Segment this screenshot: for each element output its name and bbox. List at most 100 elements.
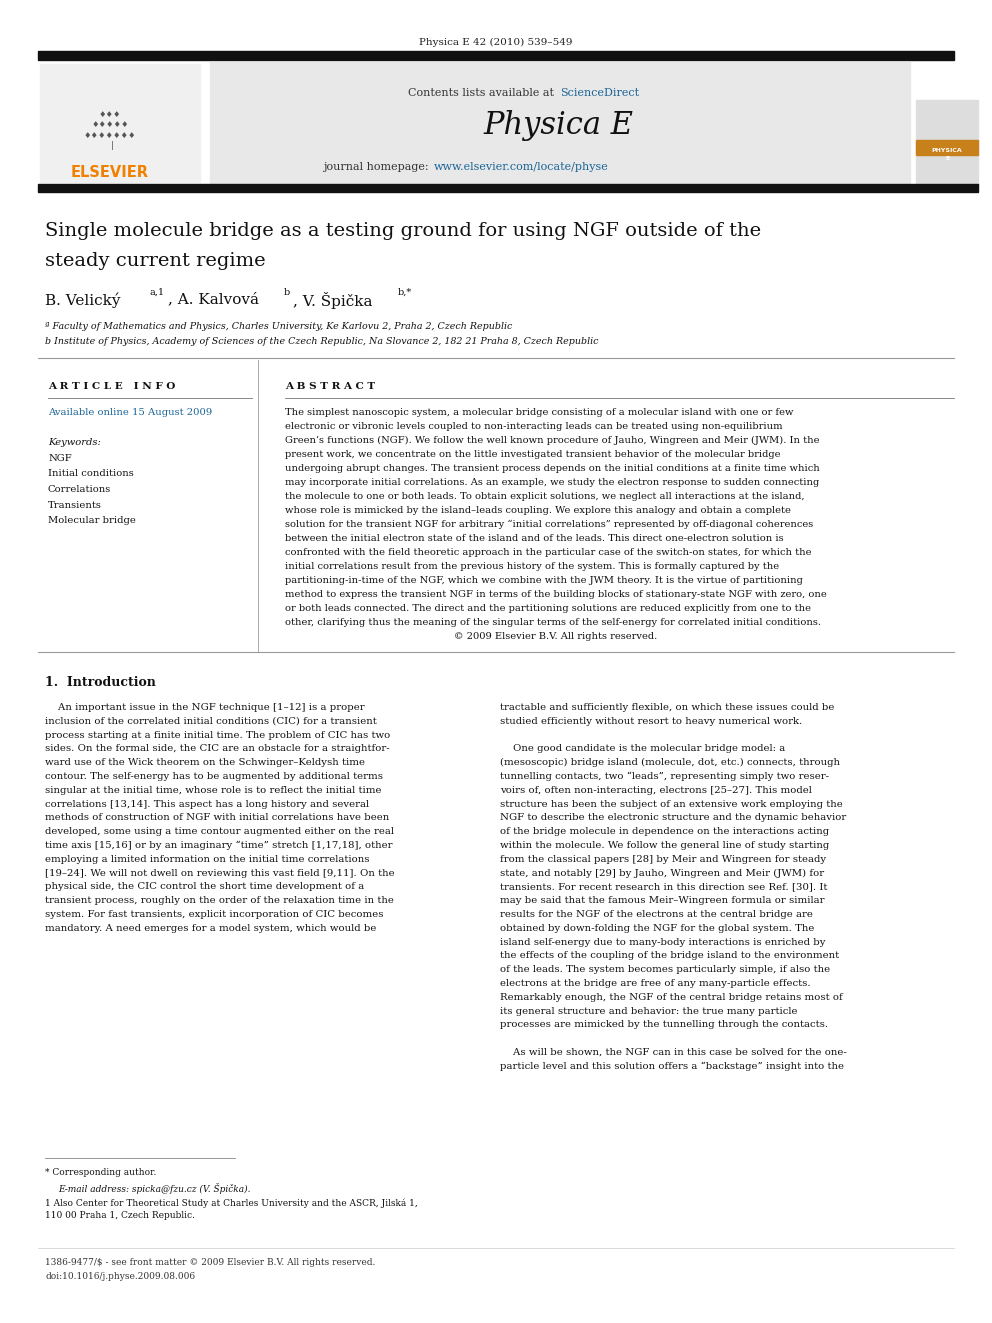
Bar: [210, 62, 910, 187]
Text: E-mail address: spicka@fzu.cz (V. Špička).: E-mail address: spicka@fzu.cz (V. Špička…: [58, 1183, 251, 1193]
Text: NGF to describe the electronic structure and the dynamic behavior: NGF to describe the electronic structure…: [500, 814, 846, 823]
Text: employing a limited information on the initial time correlations: employing a limited information on the i…: [45, 855, 369, 864]
Text: methods of construction of NGF with initial correlations have been: methods of construction of NGF with init…: [45, 814, 389, 823]
Text: 1386-9477/$ - see front matter © 2009 Elsevier B.V. All rights reserved.: 1386-9477/$ - see front matter © 2009 El…: [45, 1258, 375, 1267]
Text: 1.  Introduction: 1. Introduction: [45, 676, 156, 689]
Text: partitioning-in-time of the NGF, which we combine with the JWM theory. It is the: partitioning-in-time of the NGF, which w…: [285, 576, 803, 585]
Text: 110 00 Praha 1, Czech Republic.: 110 00 Praha 1, Czech Republic.: [45, 1211, 195, 1220]
Bar: [916, 140, 978, 155]
Text: ♦♦♦
♦♦♦♦♦
♦♦♦♦♦♦♦
  |: ♦♦♦ ♦♦♦♦♦ ♦♦♦♦♦♦♦ |: [83, 110, 136, 149]
Text: www.elsevier.com/locate/physe: www.elsevier.com/locate/physe: [434, 161, 609, 172]
Text: Remarkably enough, the NGF of the central bridge retains most of: Remarkably enough, the NGF of the centra…: [500, 992, 843, 1002]
Text: A R T I C L E   I N F O: A R T I C L E I N F O: [48, 382, 176, 392]
Text: b,*: b,*: [398, 288, 413, 296]
Bar: [916, 101, 978, 187]
Text: state, and notably [29] by Jauho, Wingreen and Meir (JWM) for: state, and notably [29] by Jauho, Wingre…: [500, 869, 824, 877]
Text: Keywords:: Keywords:: [48, 438, 101, 447]
Text: A B S T R A C T: A B S T R A C T: [285, 382, 375, 392]
Text: Physica E: Physica E: [483, 110, 633, 142]
Text: processes are mimicked by the tunnelling through the contacts.: processes are mimicked by the tunnelling…: [500, 1020, 828, 1029]
Text: Correlations: Correlations: [48, 486, 111, 493]
Text: ward use of the Wick theorem on the Schwinger–Keldysh time: ward use of the Wick theorem on the Schw…: [45, 758, 365, 767]
Text: between the initial electron state of the island and of the leads. This direct o: between the initial electron state of th…: [285, 534, 784, 542]
Text: electrons at the bridge are free of any many-particle effects.: electrons at the bridge are free of any …: [500, 979, 810, 988]
Text: ScienceDirect: ScienceDirect: [560, 89, 639, 98]
Text: journal homepage:: journal homepage:: [322, 161, 432, 172]
Text: its general structure and behavior: the true many particle: its general structure and behavior: the …: [500, 1007, 798, 1016]
Text: solution for the transient NGF for arbitrary “initial correlations” represented : solution for the transient NGF for arbit…: [285, 520, 813, 529]
Text: system. For fast transients, explicit incorporation of CIC becomes: system. For fast transients, explicit in…: [45, 910, 384, 919]
Text: Transients: Transients: [48, 500, 102, 509]
Text: inclusion of the correlated initial conditions (CIC) for a transient: inclusion of the correlated initial cond…: [45, 717, 377, 726]
Bar: [38, 52, 954, 60]
Text: B. Velický: B. Velický: [45, 292, 120, 307]
Text: transient process, roughly on the order of the relaxation time in the: transient process, roughly on the order …: [45, 896, 394, 905]
Text: 1 Also Center for Theoretical Study at Charles University and the ASCR, Jilská 1: 1 Also Center for Theoretical Study at C…: [45, 1199, 418, 1208]
Text: NGF: NGF: [48, 454, 71, 463]
Text: present work, we concentrate on the little investigated transient behavior of th: present work, we concentrate on the litt…: [285, 450, 781, 459]
Text: Physica E 42 (2010) 539–549: Physica E 42 (2010) 539–549: [420, 38, 572, 48]
Text: the effects of the coupling of the bridge island to the environment: the effects of the coupling of the bridg…: [500, 951, 839, 960]
Text: singular at the initial time, whose role is to reflect the initial time: singular at the initial time, whose role…: [45, 786, 382, 795]
Text: particle level and this solution offers a “backstage” insight into the: particle level and this solution offers …: [500, 1062, 844, 1072]
Bar: [40, 64, 200, 183]
Text: tunnelling contacts, two “leads”, representing simply two reser-: tunnelling contacts, two “leads”, repres…: [500, 773, 829, 782]
Text: © 2009 Elsevier B.V. All rights reserved.: © 2009 Elsevier B.V. All rights reserved…: [285, 632, 658, 642]
Text: Molecular bridge: Molecular bridge: [48, 516, 136, 525]
Text: , A. Kalvová: , A. Kalvová: [168, 292, 259, 306]
Text: electronic or vibronic levels coupled to non-interacting leads can be treated us: electronic or vibronic levels coupled to…: [285, 422, 783, 431]
Text: or both leads connected. The direct and the partitioning solutions are reduced e: or both leads connected. The direct and …: [285, 605, 811, 613]
Text: structure has been the subject of an extensive work employing the: structure has been the subject of an ext…: [500, 799, 843, 808]
Text: ª Faculty of Mathematics and Physics, Charles University, Ke Karlovu 2, Praha 2,: ª Faculty of Mathematics and Physics, Ch…: [45, 321, 513, 331]
Text: [19–24]. We will not dwell on reviewing this vast field [9,11]. On the: [19–24]. We will not dwell on reviewing …: [45, 869, 395, 877]
Text: Green’s functions (NGF). We follow the well known procedure of Jauho, Wingreen a: Green’s functions (NGF). We follow the w…: [285, 437, 819, 445]
Text: results for the NGF of the electrons at the central bridge are: results for the NGF of the electrons at …: [500, 910, 812, 919]
Text: (mesoscopic) bridge island (molecule, dot, etc.) connects, through: (mesoscopic) bridge island (molecule, do…: [500, 758, 840, 767]
Text: obtained by down-folding the NGF for the global system. The: obtained by down-folding the NGF for the…: [500, 923, 814, 933]
Text: , V. Špička: , V. Špička: [293, 292, 373, 310]
Text: may incorporate initial correlations. As an example, we study the electron respo: may incorporate initial correlations. As…: [285, 478, 819, 487]
Text: b Institute of Physics, Academy of Sciences of the Czech Republic, Na Slovance 2: b Institute of Physics, Academy of Scien…: [45, 337, 598, 347]
Text: within the molecule. We follow the general line of study starting: within the molecule. We follow the gener…: [500, 841, 829, 849]
Text: the molecule to one or both leads. To obtain explicit solutions, we neglect all : the molecule to one or both leads. To ob…: [285, 492, 805, 501]
Text: b: b: [284, 288, 291, 296]
Text: The simplest nanoscopic system, a molecular bridge consisting of a molecular isl: The simplest nanoscopic system, a molecu…: [285, 407, 794, 417]
Text: One good candidate is the molecular bridge model: a: One good candidate is the molecular brid…: [500, 745, 786, 753]
Text: * Corresponding author.: * Corresponding author.: [45, 1168, 157, 1177]
Text: An important issue in the NGF technique [1–12] is a proper: An important issue in the NGF technique …: [45, 703, 365, 712]
Text: steady current regime: steady current regime: [45, 251, 266, 270]
Text: Single molecule bridge as a testing ground for using NGF outside of the: Single molecule bridge as a testing grou…: [45, 222, 761, 239]
Text: developed, some using a time contour augmented either on the real: developed, some using a time contour aug…: [45, 827, 394, 836]
Text: time axis [15,16] or by an imaginary “time” stretch [1,17,18], other: time axis [15,16] or by an imaginary “ti…: [45, 841, 393, 851]
Text: As will be shown, the NGF can in this case be solved for the one-: As will be shown, the NGF can in this ca…: [500, 1048, 847, 1057]
Text: Available online 15 August 2009: Available online 15 August 2009: [48, 407, 212, 417]
Text: sides. On the formal side, the CIC are an obstacle for a straightfor-: sides. On the formal side, the CIC are a…: [45, 745, 390, 753]
Text: whose role is mimicked by the island–leads coupling. We explore this analogy and: whose role is mimicked by the island–lea…: [285, 505, 791, 515]
Text: transients. For recent research in this direction see Ref. [30]. It: transients. For recent research in this …: [500, 882, 827, 892]
Text: process starting at a finite initial time. The problem of CIC has two: process starting at a finite initial tim…: [45, 730, 390, 740]
Text: of the leads. The system becomes particularly simple, if also the: of the leads. The system becomes particu…: [500, 966, 830, 974]
Text: studied efficiently without resort to heavy numerical work.: studied efficiently without resort to he…: [500, 717, 803, 726]
Text: initial correlations result from the previous history of the system. This is for: initial correlations result from the pre…: [285, 562, 779, 572]
Text: doi:10.1016/j.physe.2009.08.006: doi:10.1016/j.physe.2009.08.006: [45, 1271, 195, 1281]
Text: ELSEVIER: ELSEVIER: [71, 165, 149, 180]
Text: E: E: [944, 156, 949, 161]
Text: mandatory. A need emerges for a model system, which would be: mandatory. A need emerges for a model sy…: [45, 923, 376, 933]
Text: island self-energy due to many-body interactions is enriched by: island self-energy due to many-body inte…: [500, 938, 825, 946]
Text: tractable and sufficiently flexible, on which these issues could be: tractable and sufficiently flexible, on …: [500, 703, 834, 712]
Text: voirs of, often non-interacting, electrons [25–27]. This model: voirs of, often non-interacting, electro…: [500, 786, 811, 795]
Text: method to express the transient NGF in terms of the building blocks of stationar: method to express the transient NGF in t…: [285, 590, 826, 599]
Text: correlations [13,14]. This aspect has a long history and several: correlations [13,14]. This aspect has a …: [45, 799, 369, 808]
Text: Contents lists available at: Contents lists available at: [409, 89, 558, 98]
Text: undergoing abrupt changes. The transient process depends on the initial conditio: undergoing abrupt changes. The transient…: [285, 464, 819, 474]
Text: contour. The self-energy has to be augmented by additional terms: contour. The self-energy has to be augme…: [45, 773, 383, 781]
Bar: [38, 184, 978, 192]
Text: Initial conditions: Initial conditions: [48, 470, 134, 479]
Text: other, clarifying thus the meaning of the singular terms of the self-energy for : other, clarifying thus the meaning of th…: [285, 618, 821, 627]
Text: from the classical papers [28] by Meir and Wingreen for steady: from the classical papers [28] by Meir a…: [500, 855, 826, 864]
Text: physical side, the CIC control the short time development of a: physical side, the CIC control the short…: [45, 882, 364, 892]
Text: PHYSICA: PHYSICA: [931, 148, 962, 153]
Text: of the bridge molecule in dependence on the interactions acting: of the bridge molecule in dependence on …: [500, 827, 829, 836]
Text: confronted with the field theoretic approach in the particular case of the switc: confronted with the field theoretic appr…: [285, 548, 811, 557]
Text: a,1: a,1: [150, 288, 165, 296]
